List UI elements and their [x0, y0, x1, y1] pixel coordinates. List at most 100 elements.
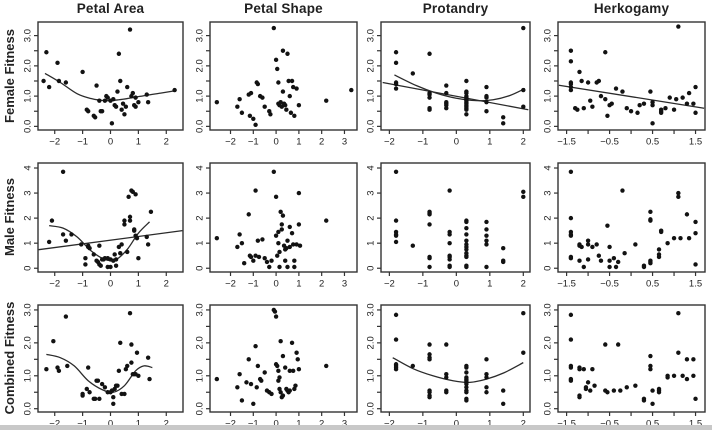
svg-text:1.0: 1.0	[195, 90, 206, 103]
svg-text:0.0: 0.0	[195, 402, 206, 415]
svg-text:1.0: 1.0	[23, 369, 34, 382]
svg-text:2: 2	[543, 215, 554, 220]
svg-text:1: 1	[136, 137, 141, 148]
svg-text:0.0: 0.0	[366, 402, 377, 415]
svg-text:1.0: 1.0	[366, 369, 377, 382]
svg-text:2.0: 2.0	[543, 336, 554, 349]
svg-text:0: 0	[273, 137, 278, 148]
svg-text:−1: −1	[417, 137, 428, 148]
panel-combined-protandry: −2 −1 0 1 2 0.0 1.0 2.0 3.0	[366, 303, 531, 430]
svg-text:2: 2	[366, 215, 377, 220]
panel-female-petal-shape: −2 −1 0 1 2 3 0.0 1.0 2.0 3.0	[195, 21, 358, 148]
col-title-protandry: Protandry	[422, 1, 489, 16]
svg-text:−1: −1	[77, 279, 88, 290]
svg-text:2: 2	[319, 419, 324, 430]
svg-text:0.0: 0.0	[23, 402, 34, 415]
svg-text:1.0: 1.0	[23, 90, 34, 103]
svg-text:−1.5: −1.5	[557, 419, 576, 430]
svg-text:1: 1	[296, 419, 301, 430]
svg-text:1: 1	[543, 241, 554, 246]
col-title-petal-area: Petal Area	[76, 1, 145, 16]
svg-text:1.0: 1.0	[543, 369, 554, 382]
svg-text:0: 0	[108, 419, 113, 430]
panel-female-herkogamy: −1.5 −0.5 0.5 1.5 0.0 1.0 2.0 3.0	[543, 21, 706, 148]
svg-text:−0.5: −0.5	[600, 279, 619, 290]
svg-text:3: 3	[342, 419, 347, 430]
svg-text:1: 1	[487, 137, 492, 148]
svg-text:−2: −2	[225, 279, 236, 290]
svg-text:1.5: 1.5	[689, 137, 702, 148]
svg-text:0: 0	[108, 279, 113, 290]
svg-text:2.0: 2.0	[23, 336, 34, 349]
svg-text:2.0: 2.0	[195, 336, 206, 349]
svg-text:1: 1	[487, 279, 492, 290]
svg-text:1: 1	[296, 137, 301, 148]
svg-text:3.0: 3.0	[366, 29, 377, 42]
svg-text:0: 0	[454, 137, 459, 148]
svg-text:2: 2	[23, 215, 34, 220]
svg-text:1: 1	[136, 279, 141, 290]
svg-text:0: 0	[273, 419, 278, 430]
svg-text:3.0: 3.0	[195, 303, 206, 316]
svg-text:−1: −1	[417, 279, 428, 290]
svg-text:1: 1	[136, 419, 141, 430]
svg-text:2: 2	[164, 279, 169, 290]
svg-text:0.5: 0.5	[646, 419, 659, 430]
svg-text:0.0: 0.0	[23, 120, 34, 133]
svg-text:1: 1	[23, 241, 34, 246]
svg-text:2: 2	[164, 419, 169, 430]
panel-combined-herkogamy: −1.5 −0.5 0.5 1.5 0.0 1.0 2.0 3.0	[543, 303, 706, 430]
svg-text:−2: −2	[225, 419, 236, 430]
svg-text:3: 3	[543, 190, 554, 195]
svg-text:2.0: 2.0	[366, 59, 377, 72]
panel-combined-petal-area: −2 −1 0 1 2 0.0 1.0 2.0 3.0	[23, 303, 184, 430]
svg-text:1.0: 1.0	[543, 90, 554, 103]
panel-combined-petal-shape: −2 −1 0 1 2 3 0.0 1.0 2.0 3.0	[195, 303, 358, 430]
svg-text:2: 2	[521, 137, 526, 148]
col-title-petal-shape: Petal Shape	[244, 1, 323, 16]
svg-text:−2: −2	[225, 137, 236, 148]
svg-text:1.0: 1.0	[366, 90, 377, 103]
svg-text:−0.5: −0.5	[600, 419, 619, 430]
svg-text:−1: −1	[248, 419, 259, 430]
panel-male-protandry: −2 −1 0 1 2 0 1 2 3 4	[366, 162, 531, 290]
panel-male-petal-shape: −2 −1 0 1 2 3 0 1 2 3 4	[195, 162, 358, 290]
svg-text:3: 3	[366, 190, 377, 195]
svg-text:2: 2	[164, 137, 169, 148]
svg-text:1: 1	[487, 419, 492, 430]
svg-text:−1: −1	[248, 137, 259, 148]
svg-text:3: 3	[23, 190, 34, 195]
svg-text:−1: −1	[417, 419, 428, 430]
svg-text:2.0: 2.0	[195, 59, 206, 72]
horizontal-scrollbar-track[interactable]	[0, 425, 712, 430]
svg-text:0: 0	[273, 279, 278, 290]
svg-text:4: 4	[366, 165, 377, 170]
svg-text:−2: −2	[49, 279, 60, 290]
svg-text:2: 2	[319, 279, 324, 290]
svg-text:2: 2	[521, 279, 526, 290]
panel-male-petal-area: −2 −1 0 1 2 0 1 2 3 4	[23, 162, 184, 290]
svg-text:2: 2	[195, 215, 206, 220]
svg-text:0: 0	[108, 137, 113, 148]
svg-text:2.0: 2.0	[543, 59, 554, 72]
svg-text:1.5: 1.5	[689, 279, 702, 290]
svg-text:0: 0	[23, 266, 34, 271]
svg-text:2.0: 2.0	[23, 59, 34, 72]
svg-text:4: 4	[23, 165, 34, 170]
svg-text:−2: −2	[384, 137, 395, 148]
svg-text:1.5: 1.5	[689, 419, 702, 430]
svg-text:−2: −2	[384, 419, 395, 430]
svg-text:3: 3	[195, 190, 206, 195]
col-title-herkogamy: Herkogamy	[593, 1, 670, 16]
svg-text:2: 2	[319, 137, 324, 148]
svg-text:0.0: 0.0	[543, 402, 554, 415]
svg-text:1: 1	[296, 279, 301, 290]
svg-text:4: 4	[195, 165, 206, 170]
svg-text:3: 3	[342, 279, 347, 290]
svg-text:0: 0	[366, 266, 377, 271]
svg-text:0: 0	[454, 419, 459, 430]
svg-text:−2: −2	[49, 419, 60, 430]
svg-text:−2: −2	[384, 279, 395, 290]
svg-text:0.0: 0.0	[195, 120, 206, 133]
